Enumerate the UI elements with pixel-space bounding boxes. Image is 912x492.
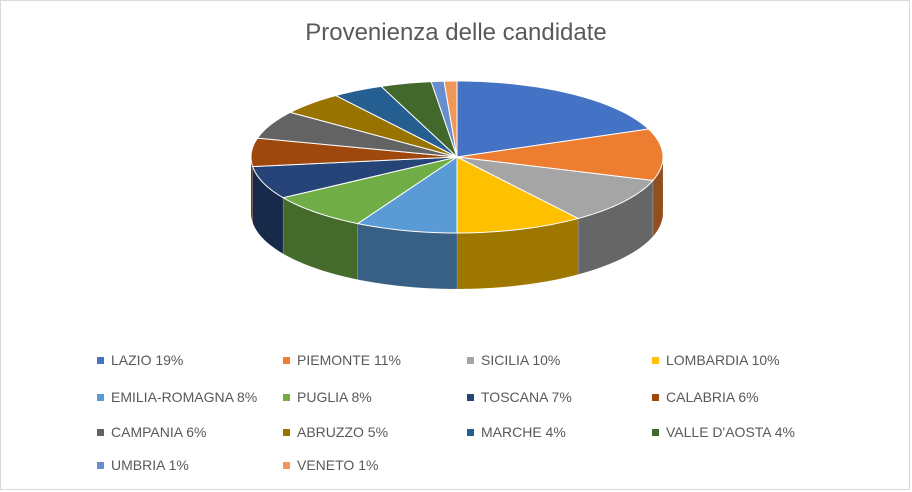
legend-item-marche: MARCHE 4% xyxy=(467,423,566,441)
pie-slice-veneto[interactable] xyxy=(443,80,458,158)
legend-item-veneto: VENETO 1% xyxy=(283,456,378,474)
legend-swatch xyxy=(97,461,104,469)
legend-label: LAZIO 19% xyxy=(111,352,184,368)
legend-swatch xyxy=(467,393,474,401)
pie-slice-calabria[interactable] xyxy=(250,137,458,168)
pie-chart xyxy=(250,80,664,290)
pie-side-emilia-romagna xyxy=(357,223,458,290)
legend-label: VALLE D'AOSTA 4% xyxy=(666,424,795,440)
legend-item-valle-d-aosta: VALLE D'AOSTA 4% xyxy=(652,423,795,441)
legend-swatch xyxy=(467,356,474,364)
pie-slice-puglia[interactable] xyxy=(281,156,458,225)
pie-slice-sicilia[interactable] xyxy=(456,156,654,220)
legend-swatch xyxy=(652,356,659,364)
legend-label: MARCHE 4% xyxy=(481,424,566,440)
legend-swatch xyxy=(97,393,104,401)
legend-label: VENETO 1% xyxy=(297,457,379,473)
pie-slice-toscana[interactable] xyxy=(251,156,458,199)
legend-swatch xyxy=(283,461,290,469)
legend-label: ABRUZZO 5% xyxy=(297,424,389,440)
legend-swatch xyxy=(467,428,474,436)
pie-slice-abruzzo[interactable] xyxy=(288,94,458,158)
legend-item-campania: CAMPANIA 6% xyxy=(97,423,206,441)
legend-label: PIEMONTE 11% xyxy=(297,352,401,368)
legend-label: UMBRIA 1% xyxy=(111,457,189,473)
legend-item-lazio: LAZIO 19% xyxy=(97,351,183,369)
pie-slice-emilia-romagna[interactable] xyxy=(356,156,458,234)
legend-item-umbria: UMBRIA 1% xyxy=(97,456,189,474)
legend-label: EMILIA-ROMAGNA 8% xyxy=(111,389,258,405)
legend-swatch xyxy=(652,428,659,436)
legend-item-emilia-romagna: EMILIA-ROMAGNA 8% xyxy=(97,388,257,406)
legend-label: LOMBARDIA 10% xyxy=(666,352,780,368)
legend-swatch xyxy=(283,428,290,436)
legend-label: TOSCANA 7% xyxy=(481,389,572,405)
chart-title: Provenienza delle candidate xyxy=(305,19,607,46)
legend-item-calabria: CALABRIA 6% xyxy=(652,388,759,406)
pie-slice-lombardia[interactable] xyxy=(456,156,580,234)
pie-slice-lazio[interactable] xyxy=(456,80,650,158)
legend-item-piemonte: PIEMONTE 11% xyxy=(283,351,401,369)
pie-slice-campania[interactable] xyxy=(256,111,458,158)
pie-slices xyxy=(250,80,664,234)
legend-item-lombardia: LOMBARDIA 10% xyxy=(652,351,780,369)
pie-slice-piemonte[interactable] xyxy=(456,128,664,182)
legend-swatch xyxy=(652,393,659,401)
legend-label: CAMPANIA 6% xyxy=(111,424,207,440)
legend-item-puglia: PUGLIA 8% xyxy=(283,388,372,406)
legend-label: SICILIA 10% xyxy=(481,352,561,368)
legend-item-toscana: TOSCANA 7% xyxy=(467,388,572,406)
legend-swatch xyxy=(97,428,104,436)
legend-swatch xyxy=(283,393,290,401)
legend-swatch xyxy=(283,356,290,364)
pie-slice-valle-d-aosta[interactable] xyxy=(380,81,458,158)
legend-item-abruzzo: ABRUZZO 5% xyxy=(283,423,388,441)
legend-label: PUGLIA 8% xyxy=(297,389,372,405)
pie-slice-marche[interactable] xyxy=(334,85,458,158)
legend-item-sicilia: SICILIA 10% xyxy=(467,351,560,369)
pie-side-walls xyxy=(250,156,664,290)
legend-swatch xyxy=(97,356,104,364)
legend-label: CALABRIA 6% xyxy=(666,389,759,405)
